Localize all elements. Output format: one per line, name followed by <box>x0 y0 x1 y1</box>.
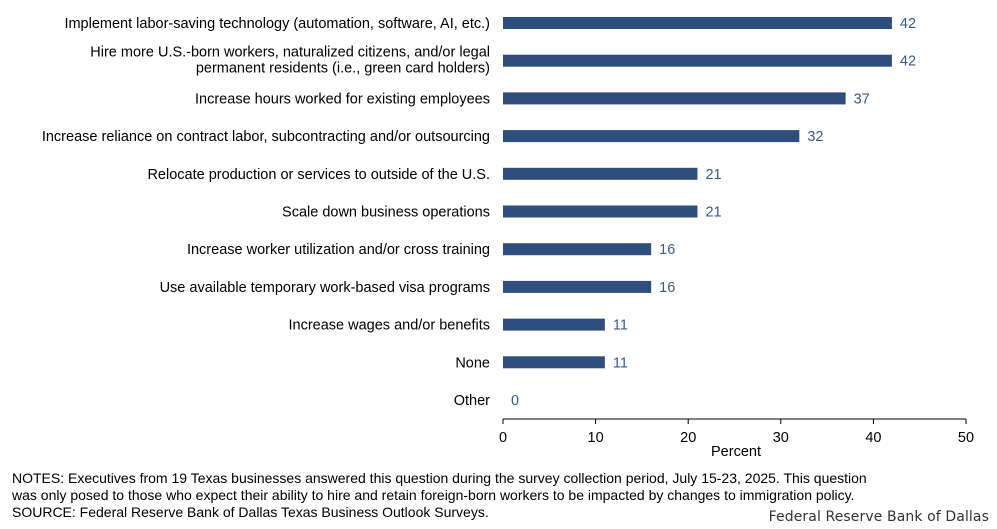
data-label: 11 <box>613 318 628 334</box>
category-label: Hire more U.S.-born workers, naturalized… <box>90 45 490 77</box>
x-tick-label: 0 <box>499 430 507 446</box>
category-label: Relocate production or services to outsi… <box>147 167 490 183</box>
x-axis: 0 10 20 30 40 50 Percent <box>499 418 974 460</box>
category-label: Increase hours worked for existing emplo… <box>195 91 490 107</box>
category-label: Scale down business operations <box>282 205 490 221</box>
bars-group: 42 Implement labor-saving technology (aut… <box>42 16 916 409</box>
bar <box>503 167 698 180</box>
data-label: 21 <box>705 167 721 183</box>
category-label: Increase wages and/or benefits <box>288 318 490 334</box>
data-label: 16 <box>659 242 675 258</box>
data-label: 32 <box>807 129 823 145</box>
x-tick-label: 40 <box>865 430 881 446</box>
bar <box>503 205 698 218</box>
bar <box>503 54 892 67</box>
x-tick-label: 10 <box>588 430 604 446</box>
category-label: None <box>455 355 490 371</box>
bar <box>503 130 800 143</box>
category-label: Increase worker utilization and/or cross… <box>187 242 490 258</box>
bar-chart: 42 Implement labor-saving technology (aut… <box>42 16 974 460</box>
x-axis-title: Percent <box>711 444 761 460</box>
chart-notes: NOTES: Executives from 19 Texas business… <box>12 470 992 521</box>
x-tick-label: 20 <box>680 430 696 446</box>
data-label: 16 <box>659 280 675 296</box>
x-tick-label: 30 <box>773 430 789 446</box>
category-label: Increase reliance on contract labor, sub… <box>42 129 490 145</box>
category-label: Use available temporary work-based visa … <box>160 280 490 296</box>
notes-line-2: was only posed to those who expect their… <box>12 487 855 503</box>
brand-credit: Federal Reserve Bank of Dallas <box>768 509 989 525</box>
bar <box>503 17 892 29</box>
source-line: SOURCE: Federal Reserve Bank of Dallas T… <box>12 504 489 520</box>
data-label: 21 <box>705 205 721 221</box>
category-label: Implement labor-saving technology (autom… <box>64 16 490 32</box>
bar <box>503 356 605 369</box>
data-label: 0 <box>511 393 519 409</box>
bar <box>503 243 652 256</box>
category-label: Other <box>454 393 490 409</box>
data-label: 11 <box>613 355 628 371</box>
data-label: 42 <box>900 16 916 32</box>
bar <box>503 92 846 105</box>
bar <box>503 318 605 331</box>
bar <box>503 280 652 293</box>
notes-line-1: NOTES: Executives from 19 Texas business… <box>12 470 867 486</box>
data-label: 37 <box>854 91 870 107</box>
data-label: 42 <box>900 54 916 70</box>
x-tick-label: 50 <box>958 430 974 446</box>
